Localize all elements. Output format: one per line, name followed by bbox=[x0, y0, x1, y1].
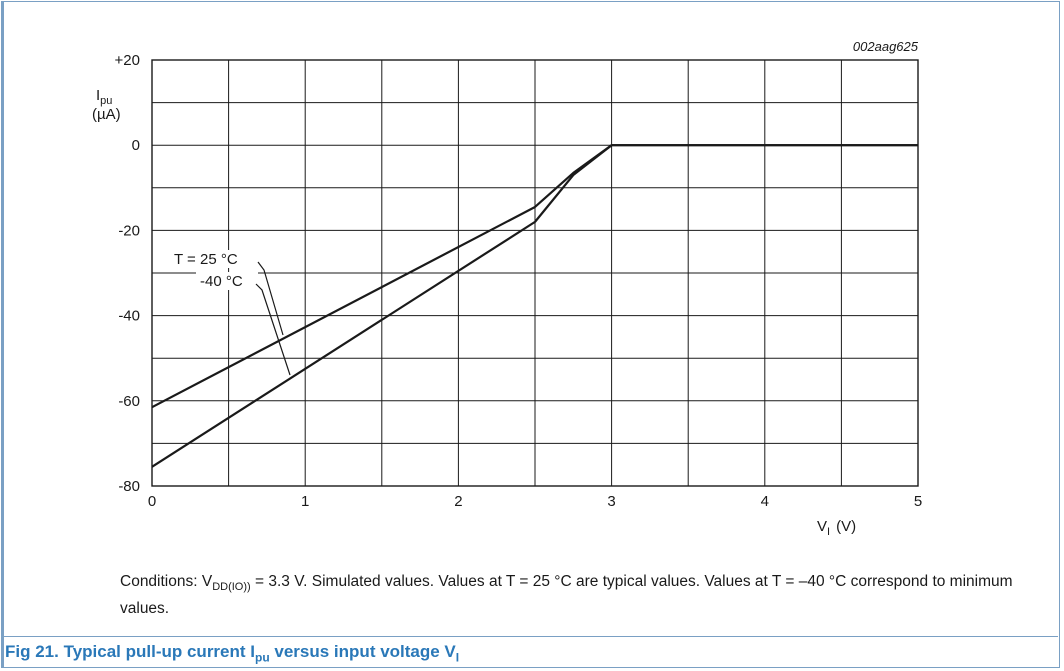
y-axis-label: Ipu bbox=[96, 87, 112, 107]
y-tick-label: +20 bbox=[115, 52, 140, 69]
x-axis-label-main: V bbox=[817, 518, 827, 535]
chart-id-label: 002aag625 bbox=[853, 39, 919, 54]
y-axis-unit: (µA) bbox=[92, 106, 121, 123]
tick-labels: +20 0 -20 -40 -60 -80 0 1 2 3 4 5 bbox=[115, 52, 923, 510]
x-tick-label: 1 bbox=[301, 493, 309, 510]
caption-text-2: versus input voltage V bbox=[269, 642, 456, 661]
pull-up-current-chart: +20 0 -20 -40 -60 -80 0 1 2 3 4 5 002aag625 Ipu (µA… bbox=[92, 39, 923, 538]
plot-border bbox=[151, 59, 919, 487]
legend-leader-25c bbox=[257, 261, 284, 336]
x-axis-label-sub: I bbox=[827, 526, 830, 538]
conditions-text-2: = 3.3 V. Simulated values. Values at T =… bbox=[120, 573, 1013, 618]
x-tick-label: 3 bbox=[607, 493, 615, 510]
series-line-1 bbox=[151, 144, 918, 468]
y-tick-label: -60 bbox=[118, 393, 140, 410]
legend-label-25c: T = 25 °C bbox=[174, 251, 238, 268]
y-axis-label-main: I bbox=[96, 87, 100, 104]
caption-divider bbox=[3, 636, 1058, 637]
x-tick-label: 0 bbox=[148, 493, 156, 510]
y-tick-label: -20 bbox=[118, 222, 140, 239]
x-axis-label: VI (V) bbox=[817, 518, 856, 538]
caption-vi-sub: I bbox=[455, 650, 460, 665]
y-tick-label: -40 bbox=[118, 308, 140, 325]
legend-label-bg-25 bbox=[170, 250, 260, 268]
conditions-text-1: Conditions: V bbox=[120, 573, 213, 590]
x-tick-label: 5 bbox=[914, 493, 922, 510]
conditions-vdd-sub: DD(IO)) bbox=[212, 581, 251, 594]
y-axis-label-sub: pu bbox=[100, 95, 112, 107]
x-axis-label-unit: (V) bbox=[836, 518, 856, 535]
legend-label-bg-40 bbox=[196, 272, 258, 290]
grid bbox=[151, 59, 919, 487]
y-tick-label: 0 bbox=[132, 137, 140, 154]
caption-ipu-sub: pu bbox=[255, 650, 270, 665]
y-tick-label: -80 bbox=[118, 478, 140, 495]
legend-leader-minus40c bbox=[255, 283, 291, 376]
x-tick-label: 4 bbox=[761, 493, 769, 510]
caption-text-1: Fig 21. Typical pull-up current I bbox=[5, 642, 255, 661]
figure-caption: Fig 21. Typical pull-up current Ipu vers… bbox=[5, 642, 459, 664]
legend-label-minus40c: -40 °C bbox=[200, 273, 243, 290]
conditions-note: Conditions: VDD(IO)) = 3.3 V. Simulated … bbox=[120, 571, 1040, 620]
series-lines bbox=[151, 144, 918, 468]
x-tick-label: 2 bbox=[454, 493, 462, 510]
